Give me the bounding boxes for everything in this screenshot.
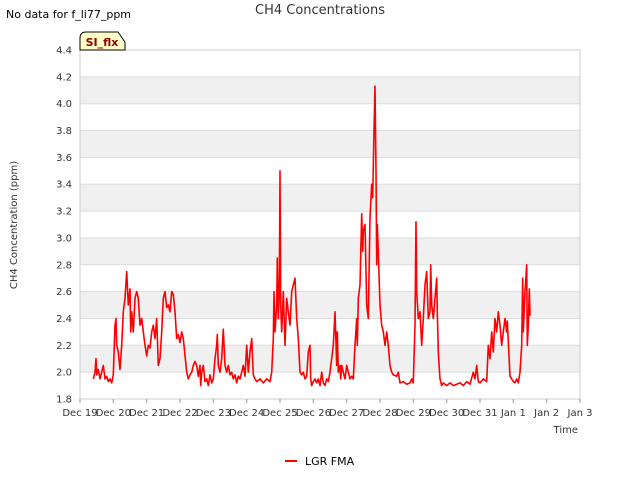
y-tick-label: 2.6 [56,287,72,298]
background-bands [80,76,580,373]
badge-shape [79,31,126,51]
x-tick-label: Dec 26 [296,408,331,419]
x-tick-label: Dec 27 [329,408,364,419]
y-tick-label: 2.4 [56,314,72,325]
x-tick-label: Jan 1 [500,408,526,419]
y-tick-label: 4.0 [56,99,72,110]
x-tick-label: Dec 29 [396,408,431,419]
y-tick-label: 2.2 [56,341,72,352]
y-tick-label: 3.0 [56,233,72,244]
x-tick-label: Dec 25 [262,408,297,419]
y-tick-label: 3.6 [56,153,72,164]
x-tick-label: Dec 20 [96,408,131,419]
background-band [80,237,580,265]
legend: LGR FMA [285,455,355,468]
y-axis-ticks: 1.8 2.0 2.2 2.4 2.6 2.8 3.0 3.2 3.4 3.6 3.8 4.0 4.2 4… [56,46,72,406]
chart-title: CH4 Concentrations [255,3,385,18]
plot-frame [79,49,581,400]
y-tick-label: 3.2 [56,207,72,218]
badge-label: SI_flx [86,36,119,49]
y-tick-label: 2.0 [56,368,72,379]
y-axis-label: CH4 Concentration (ppm) [9,161,20,289]
background-band [80,184,580,212]
y-tick-label: 2.8 [56,260,72,271]
y-tick-label: 1.8 [56,395,72,406]
x-tick-label: Dec 30 [429,408,464,419]
y-tick-label: 3.8 [56,126,72,137]
y-tick-label: 3.4 [56,180,72,191]
legend-label: LGR FMA [305,455,355,468]
background-band [80,291,580,319]
x-tick-label: Dec 23 [196,408,231,419]
series-line-lgr-fma [92,85,531,387]
series-group [92,85,531,387]
x-tick-label: Dec 31 [462,408,497,419]
x-tick-label: Dec 28 [362,408,397,419]
y-tick-label: 4.4 [56,46,72,57]
x-tick-label: Dec 19 [62,408,97,419]
y-tick-label: 4.2 [56,72,72,83]
background-band [80,76,580,104]
grid-lines [80,49,580,400]
x-tick-label: Jan 2 [533,408,559,419]
background-band [80,130,580,158]
x-tick-label: Dec 22 [162,408,197,419]
x-tick-label: Dec 24 [229,408,264,419]
x-axis-label: Time [553,425,578,436]
x-tick-label: Jan 3 [567,408,593,419]
x-tick-label: Dec 21 [129,408,164,419]
no-data-message: No data for f_li77_ppm [6,8,132,21]
si-flx-badge: SI_flx [79,31,126,51]
